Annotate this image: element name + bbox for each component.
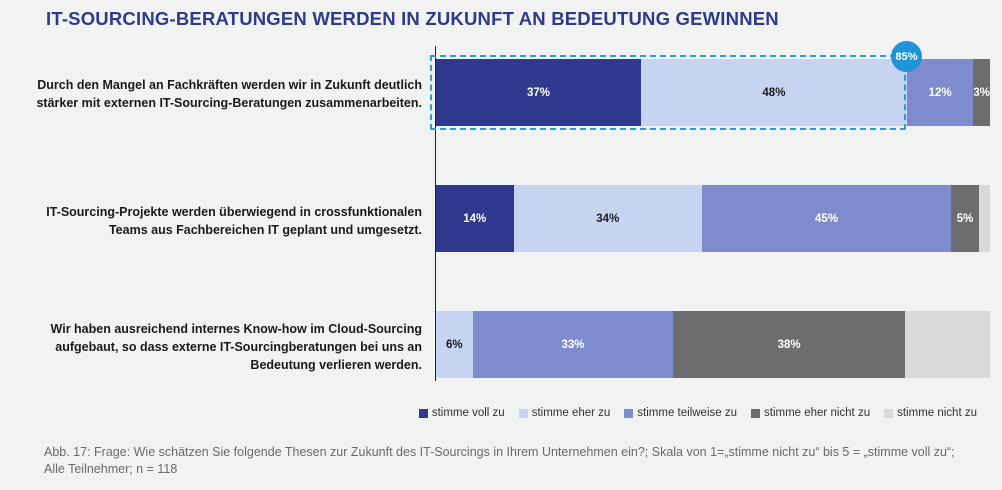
data-label: 37% bbox=[526, 86, 550, 99]
bar-segment-stimme-teilweise-zu-row-2: 45% bbox=[701, 185, 952, 252]
legend-swatch bbox=[751, 408, 760, 418]
data-label: 45% bbox=[815, 212, 839, 225]
bar-segment-stimme-voll-zu-row-2: 14% bbox=[436, 185, 514, 252]
legend-label: stimme eher zu bbox=[531, 407, 611, 419]
legend-item-stimme-teilweise-zu: stimme teilweise zu bbox=[624, 407, 737, 419]
agreement-highlight-box bbox=[430, 55, 906, 130]
bar-segment-stimme-nicht-zu-row-3 bbox=[904, 311, 990, 378]
legend-label: stimme teilweise zu bbox=[637, 407, 737, 419]
bar-segment-stimme-teilweise-zu-row-1: 12% bbox=[906, 59, 974, 126]
data-label: 12% bbox=[928, 86, 952, 99]
legend-item-stimme-nicht-zu: stimme nicht zu bbox=[884, 407, 977, 419]
agreement-total-badge: 85% bbox=[891, 41, 922, 72]
data-label: 6% bbox=[445, 338, 463, 351]
data-label: 48% bbox=[762, 86, 786, 99]
category-label-1: Durch den Mangel an Fachkräften werden w… bbox=[36, 78, 422, 110]
data-label: 34% bbox=[596, 212, 620, 225]
bar-segment-stimme-eher-nicht-zu-row-3: 38% bbox=[673, 311, 905, 378]
bar-segment-stimme-eher-nicht-zu-row-2: 5% bbox=[951, 185, 979, 252]
legend-item-stimme-voll-zu: stimme voll zu bbox=[418, 407, 505, 419]
bar-segment-stimme-nicht-zu-row-2 bbox=[978, 185, 990, 252]
y-axis-line bbox=[435, 46, 436, 381]
legend-swatch bbox=[624, 408, 634, 418]
data-label: 3% bbox=[973, 86, 990, 99]
legend-swatch bbox=[884, 408, 894, 418]
legend-swatch bbox=[518, 408, 528, 418]
legend-item-stimme-eher-nicht-zu: stimme eher nicht zu bbox=[751, 407, 870, 419]
figure-caption: Abb. 17: Frage: Wie schätzen Sie folgend… bbox=[44, 445, 955, 476]
bar-segment-stimme-eher-nicht-zu-row-1: 3% bbox=[973, 59, 990, 126]
data-label: 14% bbox=[463, 212, 487, 225]
legend-swatch bbox=[418, 408, 428, 418]
bar-segment-stimme-eher-zu-row-1: 48% bbox=[640, 59, 907, 126]
legend-label: stimme eher nicht zu bbox=[764, 407, 871, 419]
legend: stimme voll zu stimme eher zu stimme tei… bbox=[418, 407, 977, 419]
legend-label: stimme voll zu bbox=[431, 407, 505, 419]
category-label-2: IT-Sourcing-Projekte werden überwiegend … bbox=[46, 205, 422, 237]
legend-item-stimme-eher-zu: stimme eher zu bbox=[518, 407, 611, 419]
bar-segment-stimme-eher-zu-row-2: 34% bbox=[513, 185, 702, 252]
bar-segment-stimme-voll-zu-row-1: 37% bbox=[436, 59, 641, 126]
data-label: 38% bbox=[777, 338, 801, 351]
data-label: 33% bbox=[561, 338, 585, 351]
bar-segment-stimme-teilweise-zu-row-3: 33% bbox=[472, 311, 674, 378]
data-label: 5% bbox=[956, 212, 974, 225]
bar-segment-stimme-eher-zu-row-3: 6% bbox=[436, 311, 473, 378]
chart-title: IT-SOURCING-BERATUNGEN WERDEN IN ZUKUNFT… bbox=[46, 8, 779, 29]
category-label-3: Wir haben ausreichend internes Know-how … bbox=[50, 322, 422, 372]
legend-label: stimme nicht zu bbox=[897, 407, 977, 419]
